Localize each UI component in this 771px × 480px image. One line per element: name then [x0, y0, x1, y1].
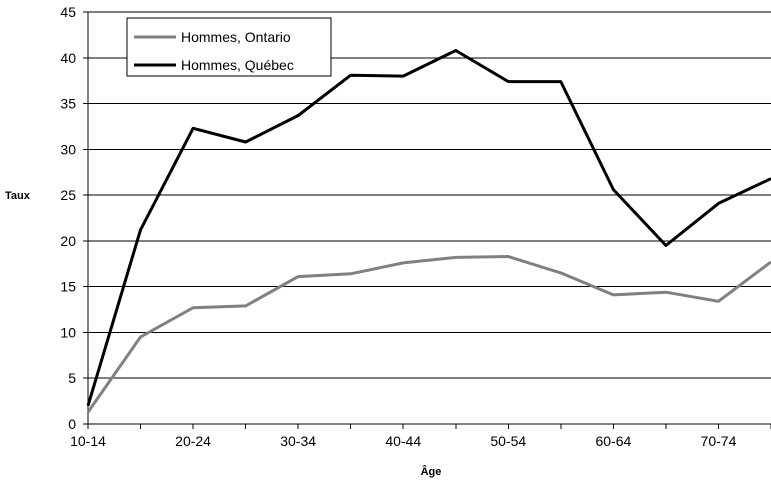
x-tick-label: 70-74	[701, 433, 737, 449]
y-tick-label: 0	[68, 416, 76, 432]
series-line-ontario	[86, 255, 771, 413]
axes	[87, 12, 771, 425]
y-tick-label: 25	[60, 187, 76, 203]
x-tick-label: 50-54	[490, 433, 526, 449]
series-lines	[86, 49, 771, 413]
y-tick-label: 10	[60, 324, 76, 340]
y-tick-label: 35	[60, 96, 76, 112]
y-tick-label: 30	[60, 141, 76, 157]
gridlines	[88, 11, 771, 379]
series-line-quebec	[86, 49, 771, 407]
legend-label-quebec: Hommes, Québec	[181, 57, 294, 73]
y-tick-label: 40	[60, 50, 76, 66]
y-tick-label: 5	[68, 370, 76, 386]
x-tick-label: 30-34	[280, 433, 316, 449]
y-axis-ticks: 0 5 10 15 20 25 30 35 40 45	[60, 4, 88, 432]
x-tick-label: 60-64	[595, 433, 631, 449]
y-tick-label: 20	[60, 233, 76, 249]
x-tick-label: 20-24	[175, 433, 211, 449]
x-tick-label: 10-14	[70, 433, 106, 449]
x-axis-title: Âge	[421, 465, 442, 478]
legend-label-ontario: Hommes, Ontario	[181, 29, 291, 45]
y-axis-title: Taux	[5, 190, 31, 202]
legend: Hommes, Ontario Hommes, Québec	[126, 17, 332, 77]
x-tick-label: 40-44	[385, 433, 421, 449]
y-tick-label: 15	[60, 279, 76, 295]
y-tick-label: 45	[60, 4, 76, 20]
x-axis-ticks: 10-14 20-24 30-34 40-44 50-54 60-64 70-74	[70, 424, 771, 449]
